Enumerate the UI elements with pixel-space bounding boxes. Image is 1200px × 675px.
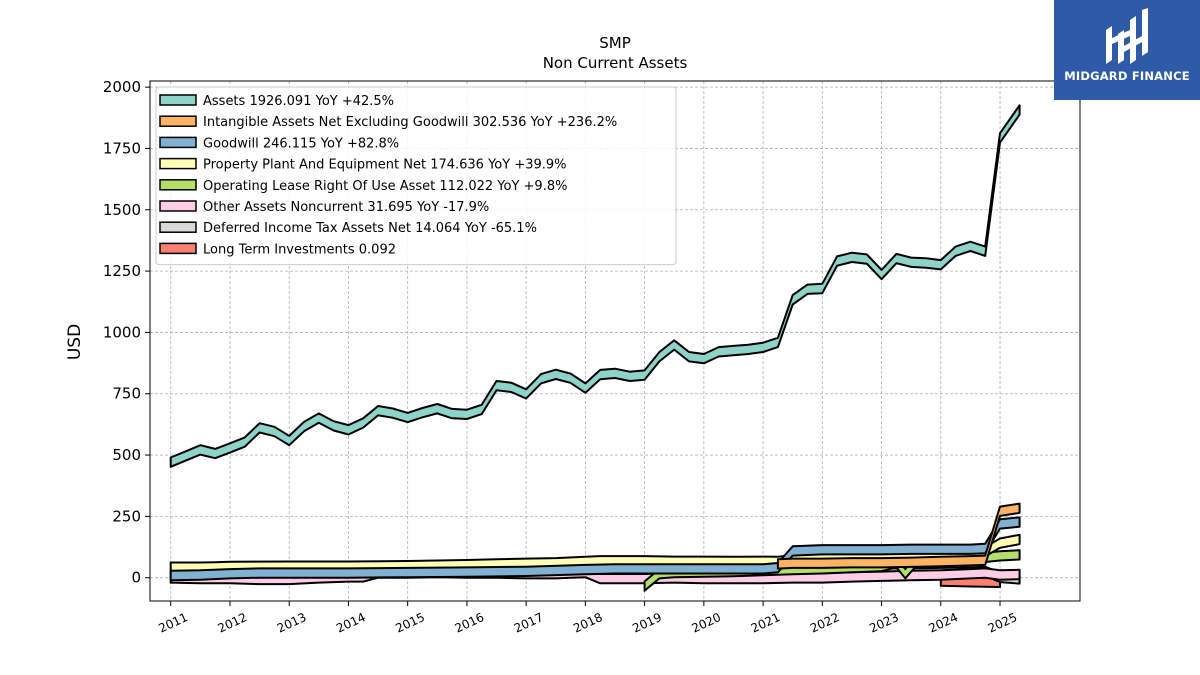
y-axis-label: USD — [65, 324, 85, 360]
legend-label-1: Assets 1926.091 YoY +42.5% — [203, 94, 394, 109]
chart-subtitle: Non Current Assets — [543, 54, 688, 72]
legend-label-7: Deferred Income Tax Assets Net 14.064 Yo… — [203, 221, 537, 236]
x-tick-label: 2013 — [275, 610, 309, 636]
x-tick-label: 2018 — [571, 610, 605, 636]
series-band-3 — [169, 516, 1021, 582]
legend-label-6: Other Assets Noncurrent 31.695 YoY -17.9… — [203, 200, 489, 215]
x-tick-label: 2021 — [749, 610, 783, 636]
y-tick-label: 2000 — [103, 78, 141, 96]
y-tick-label: 1500 — [103, 201, 141, 219]
legend-label-5: Operating Lease Right Of Use Asset 112.0… — [203, 179, 567, 194]
legend-label-3: Goodwill 246.115 YoY +82.8% — [203, 136, 399, 151]
x-tick-label: 2020 — [690, 610, 724, 636]
x-tick-label: 2024 — [926, 610, 960, 636]
x-tick-label: 2016 — [453, 610, 487, 636]
x-tick-label: 2014 — [334, 610, 368, 636]
x-tick-label: 2022 — [808, 610, 842, 636]
series-band-1 — [169, 104, 1021, 468]
x-tick-label: 2011 — [156, 610, 190, 636]
legend-label-4: Property Plant And Equipment Net 174.636… — [203, 158, 567, 173]
logo-text: MIDGARD FINANCE — [1064, 69, 1190, 83]
series-band-2 — [776, 502, 1021, 570]
legend-swatch-7 — [159, 221, 197, 233]
legend-swatch-8 — [159, 242, 197, 255]
legend-label-8: Long Term Investments 0.092 — [203, 242, 396, 257]
x-tick-label: 2015 — [393, 610, 427, 636]
legend-swatch-5 — [159, 179, 197, 191]
x-tick-label: 2023 — [867, 610, 901, 636]
legend-swatch-6 — [159, 200, 197, 212]
plot-area: 0 250 500 750 1000 1250 1500 1750 2000 2011 2012 20… — [103, 78, 1081, 636]
legend-box — [155, 86, 677, 266]
y-tick-label: 500 — [112, 446, 141, 464]
y-tick-label: 750 — [112, 385, 141, 403]
midgard-logo-icon — [1106, 8, 1148, 64]
legend-swatch-1 — [159, 94, 197, 106]
x-tick-label: 2025 — [986, 610, 1020, 636]
y-tick-label: 0 — [131, 569, 141, 587]
legend-label-2: Intangible Assets Net Excluding Goodwill… — [203, 115, 617, 130]
x-tick-label: 2019 — [630, 610, 664, 636]
legend-swatch-3 — [159, 136, 197, 149]
legend-swatch-2 — [159, 115, 197, 127]
y-tick-label: 1250 — [103, 262, 141, 280]
plot-frame — [149, 80, 1081, 602]
chart-title: SMP — [599, 34, 631, 52]
x-tick-label: 2017 — [512, 610, 546, 636]
legend-swatch-4 — [159, 157, 197, 170]
y-tick-label: 250 — [112, 507, 141, 525]
x-tick-label: 2012 — [216, 610, 250, 636]
y-tick-label: 1750 — [103, 139, 141, 157]
midgard-finance-logo: MIDGARD FINANCE — [1054, 0, 1200, 100]
y-tick-label: 1000 — [103, 323, 141, 341]
